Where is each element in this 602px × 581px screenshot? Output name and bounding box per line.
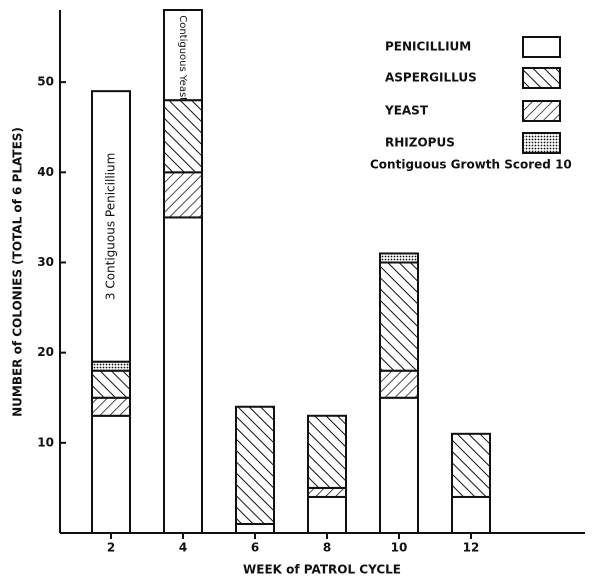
x-tick-label: 6	[251, 541, 259, 555]
contiguous-label: 3 Contiguous Penicillium	[104, 153, 118, 300]
bar-segment	[307, 414, 347, 489]
legend-label: RHIZOPUS	[385, 136, 455, 150]
bar-segment	[379, 369, 419, 399]
legend-label: ASPERGILLUS	[385, 71, 477, 85]
legend-note: Contiguous Growth Scored 10	[370, 158, 572, 172]
legend-swatch	[522, 67, 561, 89]
contiguous-segment	[163, 9, 203, 102]
bar-segment	[451, 495, 491, 534]
legend-swatch	[522, 36, 561, 58]
legend-label: PENICILLIUM	[385, 40, 471, 54]
bar-segment	[307, 495, 347, 534]
legend-label: YEAST	[384, 104, 429, 118]
contiguous-segment	[91, 90, 131, 363]
bar-segment	[235, 522, 275, 535]
y-tick-label: 30	[37, 255, 54, 269]
x-tick-label: 12	[463, 541, 480, 555]
bar-segment	[163, 171, 203, 219]
bar-segment	[163, 99, 203, 174]
legend-swatch	[522, 100, 561, 122]
bar-segment	[91, 360, 131, 372]
y-tick-label: 10	[37, 435, 54, 449]
x-tick-label: 8	[323, 541, 331, 555]
y-tick-label: 20	[37, 345, 54, 359]
bar-segment	[379, 261, 419, 372]
contiguous-label: I Contiguous Yeast	[177, 9, 188, 101]
bar-segment	[91, 396, 131, 417]
bar-segment	[379, 252, 419, 264]
x-tick-label: 10	[391, 541, 408, 555]
y-tick-label: 40	[37, 165, 54, 179]
bar-segment	[163, 216, 203, 534]
bar-segment	[91, 414, 131, 534]
legend-swatch	[522, 132, 561, 154]
x-tick-label: 4	[179, 541, 187, 555]
bar-segment	[379, 396, 419, 535]
x-tick-label: 2	[107, 541, 115, 555]
bar-segment	[91, 369, 131, 399]
bar-segment	[307, 486, 347, 498]
y-tick-label: 50	[37, 75, 54, 89]
x-axis-label: WEEK of PATROL CYCLE	[243, 563, 401, 577]
bar-segment	[451, 432, 491, 498]
bar-segment	[235, 405, 275, 525]
y-axis-label: NUMBER of COLONIES (TOTAL of 6 PLATES)	[11, 127, 25, 417]
